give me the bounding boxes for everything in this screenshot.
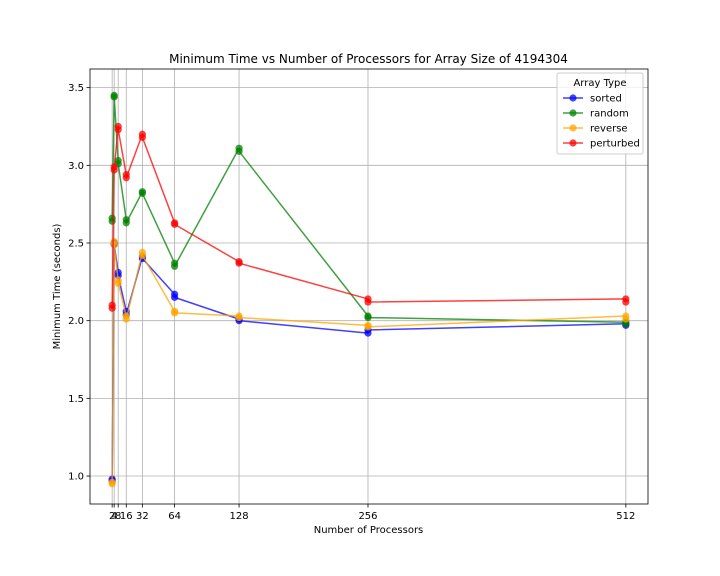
y-tick-label: 2.5 <box>68 239 84 250</box>
legend-item-perturbed: perturbed <box>563 139 640 150</box>
data-point-random <box>364 313 372 322</box>
data-point-perturbed <box>114 125 122 134</box>
data-point-random <box>138 189 146 197</box>
legend-item-random: random <box>563 109 629 120</box>
chart-title: Minimum Time vs Number of Processors for… <box>169 52 568 66</box>
x-tick-label: 8 <box>115 511 121 522</box>
data-point-reverse <box>122 315 130 323</box>
data-point-perturbed <box>108 304 116 312</box>
x-tick-label: 16 <box>120 511 133 522</box>
y-tick-label: 3.5 <box>68 83 84 94</box>
x-axis-label: Number of Processors <box>314 525 424 536</box>
data-point-reverse <box>171 309 179 317</box>
legend-item-reverse: reverse <box>563 124 628 135</box>
data-point-sorted <box>171 293 179 301</box>
legend-label: sorted <box>590 94 622 105</box>
legend-label: perturbed <box>590 139 640 150</box>
plot-frame <box>89 68 649 505</box>
legend-marker <box>569 124 577 132</box>
legend-label: reverse <box>590 124 628 135</box>
data-point-random <box>122 219 130 227</box>
series-group <box>108 91 630 488</box>
data-point-random <box>108 217 116 225</box>
x-tick-label: 2 <box>109 511 115 522</box>
data-point-perturbed <box>110 166 118 174</box>
y-axis-ticks: 1.0 1.5 2.0 2.5 3.0 3.5 <box>68 83 90 483</box>
series-random <box>108 91 630 328</box>
y-axis-label: Minimum Time (seconds) <box>52 223 63 349</box>
legend-marker <box>569 109 577 117</box>
data-point-reverse <box>114 279 122 287</box>
plot-area <box>89 68 649 505</box>
data-point-perturbed <box>622 298 630 306</box>
data-point-perturbed <box>122 174 130 182</box>
plot-background <box>90 69 648 504</box>
data-point-random <box>235 147 243 155</box>
y-tick-label: 1.5 <box>68 394 84 405</box>
data-point-reverse <box>235 313 243 322</box>
x-tick-label: 128 <box>230 511 249 522</box>
series-reverse <box>108 237 630 488</box>
y-tick-label: 2.0 <box>68 316 84 327</box>
y-tick-label: 1.0 <box>68 472 84 483</box>
x-tick-label: 512 <box>616 511 635 522</box>
data-point-reverse <box>364 323 372 331</box>
legend-box <box>556 72 644 155</box>
x-tick-label: 256 <box>358 511 377 522</box>
data-point-random <box>171 262 179 270</box>
data-point-reverse <box>622 315 630 323</box>
legend-marker <box>569 94 577 102</box>
legend-item-sorted: sorted <box>563 94 622 105</box>
data-point-reverse <box>108 480 116 488</box>
x-tick-label: 64 <box>168 511 181 522</box>
legend: Array Type sorted random reverse perturbed <box>556 72 644 155</box>
data-point-reverse <box>138 251 146 260</box>
x-tick-label: 32 <box>136 511 149 522</box>
data-point-random <box>110 93 118 101</box>
legend-marker <box>569 139 577 147</box>
legend-entries: sorted random reverse perturbed <box>563 94 640 150</box>
data-point-perturbed <box>364 298 372 306</box>
data-point-perturbed <box>235 259 243 267</box>
legend-title: Array Type <box>573 78 626 89</box>
data-point-perturbed <box>171 220 179 228</box>
data-point-perturbed <box>138 133 146 141</box>
legend-label: random <box>590 109 629 120</box>
x-tick-label: 4 <box>111 511 117 522</box>
data-point-reverse <box>110 240 118 249</box>
y-tick-label: 3.0 <box>68 161 84 172</box>
series-perturbed <box>108 122 630 312</box>
